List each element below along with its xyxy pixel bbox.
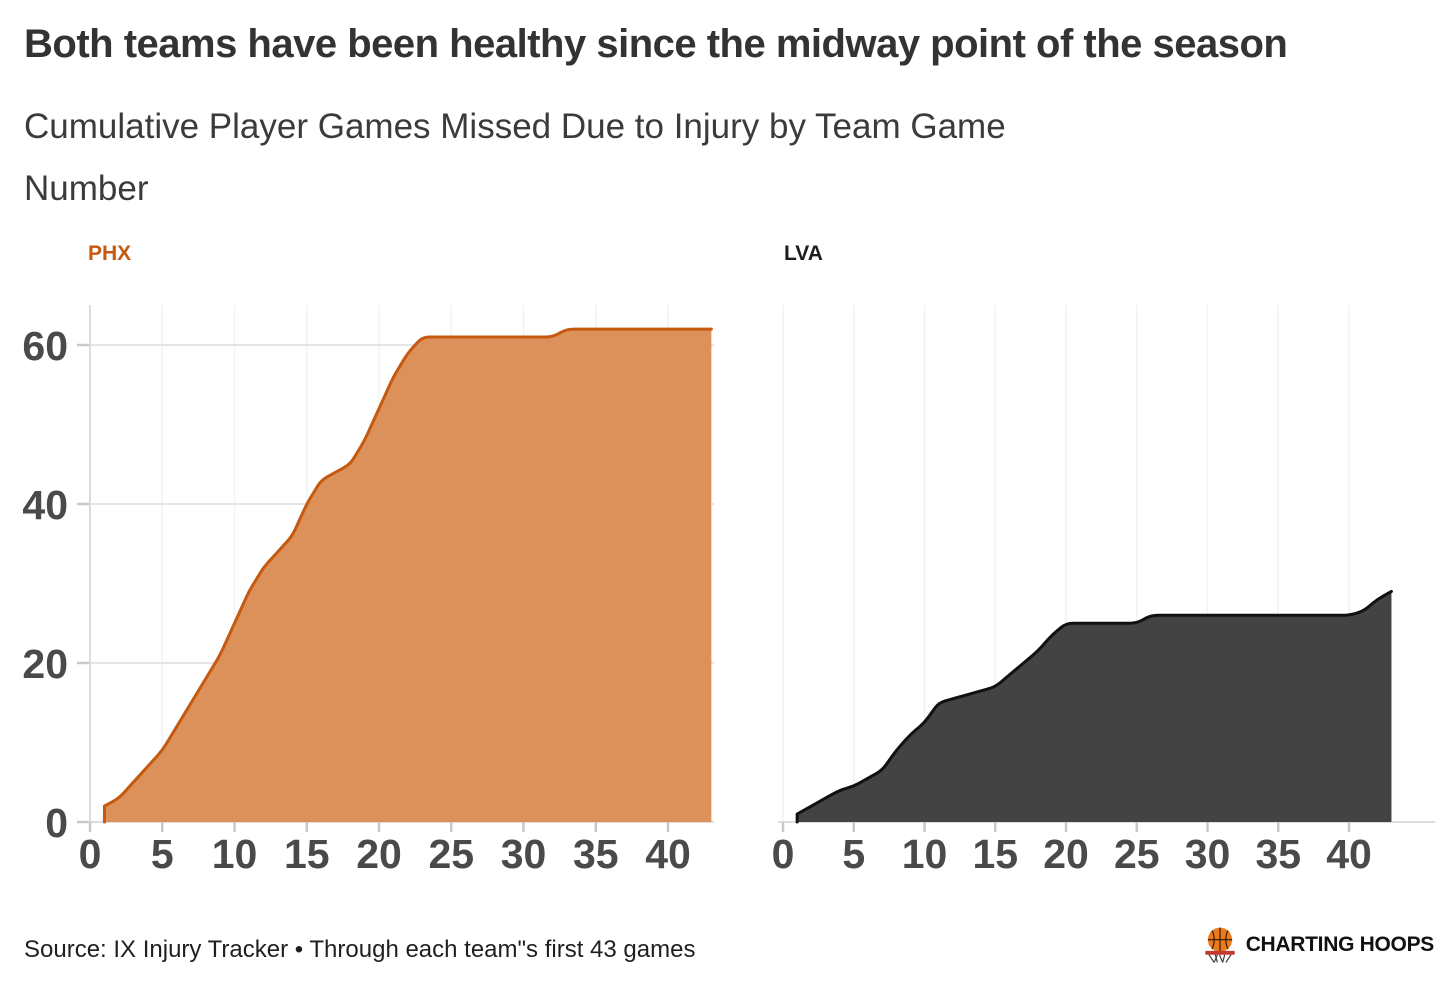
phx-x-axis-label: 40 bbox=[645, 831, 691, 877]
lva-chart-panel: LVA 0 5 10 15 20 25 30 35 40 bbox=[728, 230, 1456, 890]
phx-area-chart: 0 20 40 60 0 5 10 15 20 25 30 35 40 bbox=[22, 305, 714, 877]
basketball-hoop-icon bbox=[1204, 927, 1235, 963]
lva-x-axis-label: 40 bbox=[1326, 831, 1372, 877]
phx-x-axis-label: 25 bbox=[428, 831, 474, 877]
phx-x-axis-label: 35 bbox=[573, 831, 619, 877]
phx-chart-panel: PHX 0 20 40 60 0 5 10 15 20 25 30 35 40 bbox=[0, 230, 728, 890]
logo-text: CHARTING HOOPS bbox=[1245, 933, 1435, 956]
phx-x-axis-label: 5 bbox=[151, 831, 174, 877]
chart-title: Both teams have been healthy since the m… bbox=[24, 22, 1288, 66]
chart-subtitle: Cumulative Player Games Missed Due to In… bbox=[24, 96, 1324, 220]
lva-x-axis-label: 35 bbox=[1255, 831, 1301, 877]
charting-hoops-logo: CHARTING HOOPS bbox=[1201, 926, 1434, 964]
lva-x-axis-label: 20 bbox=[1043, 831, 1089, 877]
phx-area-line bbox=[102, 327, 713, 824]
series-label-lva: LVA bbox=[784, 242, 823, 265]
chart-subtitle-line-2: Number bbox=[24, 169, 149, 208]
phx-x-axis-label: 0 bbox=[79, 831, 102, 877]
chart-subtitle-line-1: Cumulative Player Games Missed Due to In… bbox=[24, 107, 1006, 146]
phx-y-axis-label: 40 bbox=[22, 482, 68, 528]
series-label-phx: PHX bbox=[88, 242, 132, 265]
lva-x-axis-label: 30 bbox=[1185, 831, 1231, 877]
phx-y-axis-label: 0 bbox=[45, 800, 68, 846]
phx-y-axis-label: 20 bbox=[22, 641, 68, 687]
lva-x-axis-label: 5 bbox=[842, 831, 865, 877]
phx-x-axis-label: 20 bbox=[356, 831, 402, 877]
lva-area-chart: 0 5 10 15 20 25 30 35 40 bbox=[772, 305, 1435, 877]
charts-container: PHX 0 20 40 60 0 5 10 15 20 25 30 35 40 LVA 0 5 10 15 20… bbox=[0, 230, 1456, 890]
lva-area-line bbox=[795, 589, 1393, 824]
phx-x-axis-label: 15 bbox=[284, 831, 330, 877]
phx-y-axis-label: 60 bbox=[22, 323, 68, 369]
lva-x-axis-label: 15 bbox=[972, 831, 1018, 877]
phx-x-axis-label: 30 bbox=[501, 831, 547, 877]
lva-x-axis-label: 0 bbox=[772, 831, 795, 877]
source-note: Source: IX Injury Tracker • Through each… bbox=[24, 936, 696, 963]
phx-x-axis-label: 10 bbox=[212, 831, 258, 877]
lva-area-fill bbox=[797, 591, 1392, 822]
lva-x-axis-label: 10 bbox=[902, 831, 948, 877]
lva-x-axis-label: 25 bbox=[1114, 831, 1160, 877]
phx-area-fill bbox=[104, 329, 712, 822]
